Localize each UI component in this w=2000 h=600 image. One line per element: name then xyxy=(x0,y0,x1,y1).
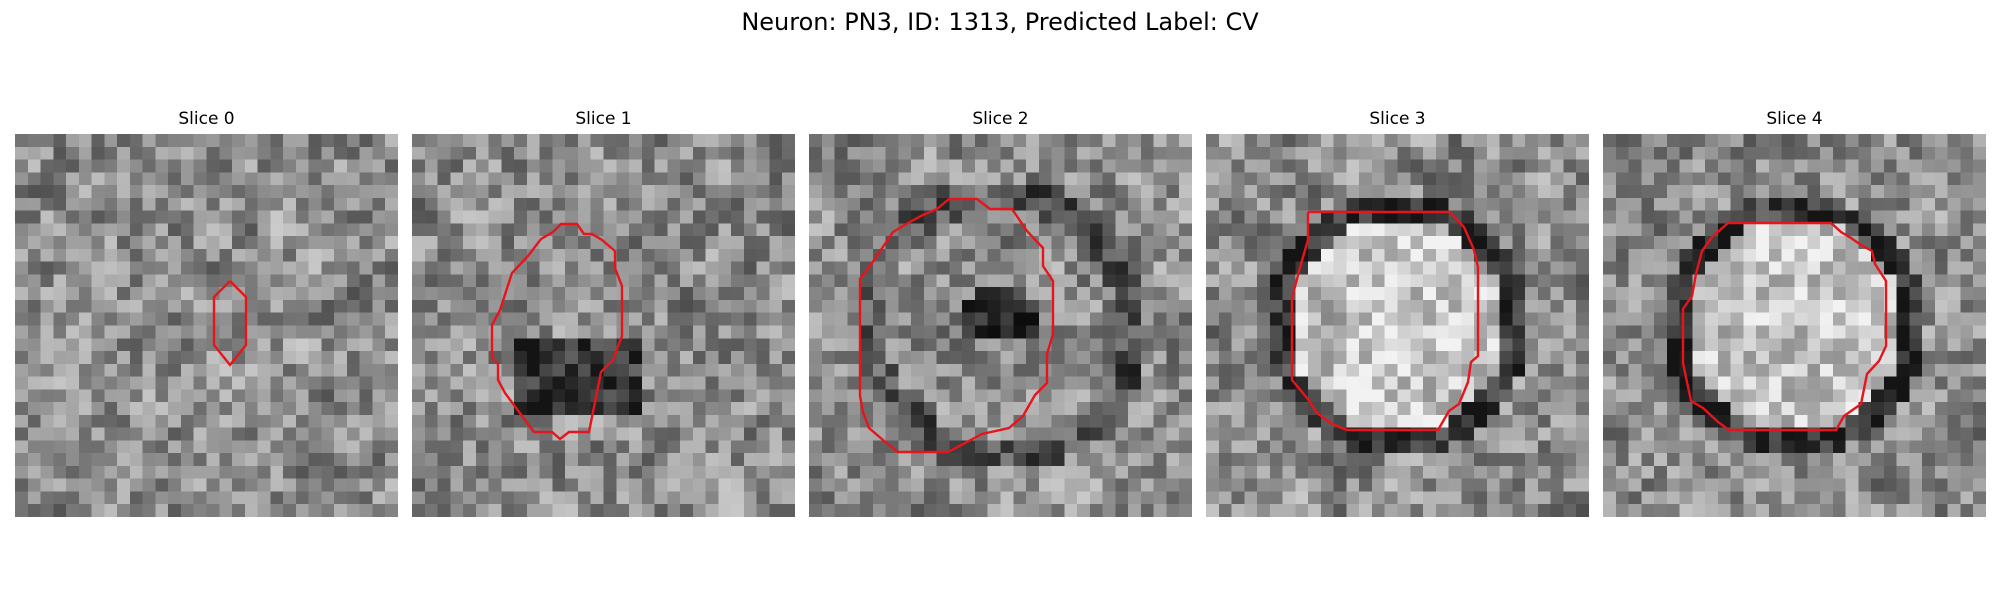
slice-panel-0: Slice 0 xyxy=(15,108,398,517)
slice-panel-3: Slice 3 xyxy=(1206,108,1589,517)
slice-title-2: Slice 2 xyxy=(972,109,1029,129)
slice-title-0: Slice 0 xyxy=(178,109,235,129)
slice-image-0 xyxy=(15,134,398,517)
slice-image-4 xyxy=(1603,134,1986,517)
slice-panel-2: Slice 2 xyxy=(809,108,1192,517)
slice-image-3 xyxy=(1206,134,1589,517)
slice-title-4: Slice 4 xyxy=(1766,109,1823,129)
slice-panel-4: Slice 4 xyxy=(1603,108,1986,517)
slice-image-1 xyxy=(412,134,795,517)
slice-title-1: Slice 1 xyxy=(575,109,632,129)
slice-title-3: Slice 3 xyxy=(1369,109,1426,129)
slice-image-2 xyxy=(809,134,1192,517)
figure-title: Neuron: PN3, ID: 1313, Predicted Label: … xyxy=(741,8,1259,36)
slice-panel-1: Slice 1 xyxy=(412,108,795,517)
